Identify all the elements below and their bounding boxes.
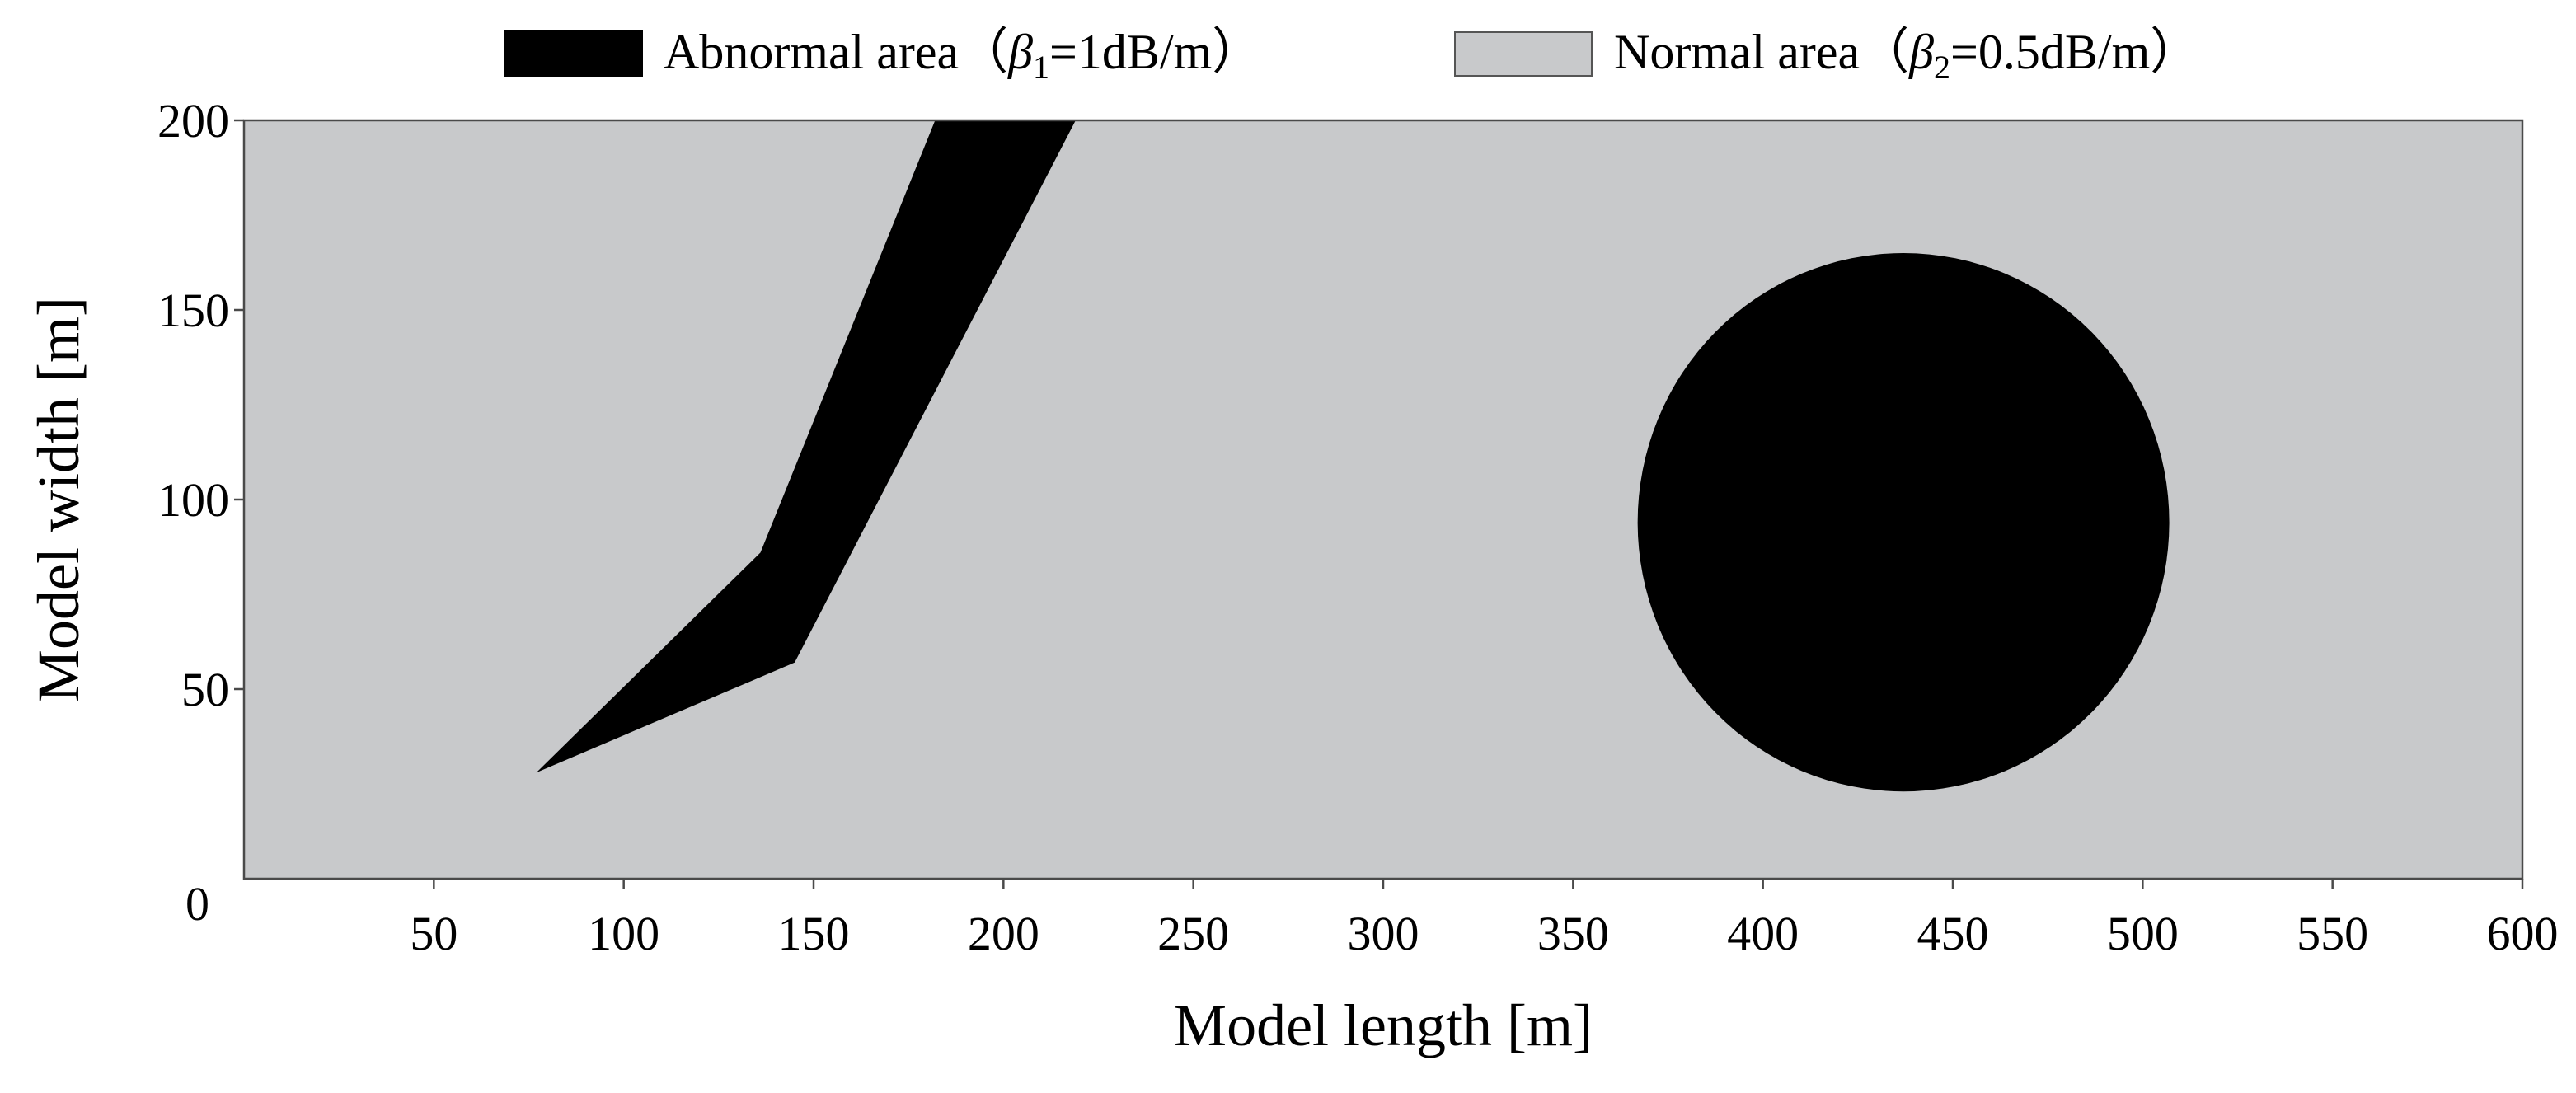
x-tick-label: 200 <box>968 907 1039 960</box>
x-tick-label: 500 <box>2107 907 2179 960</box>
x-tick-label: 350 <box>1537 907 1609 960</box>
legend-label-normal-prefix: Normal area（ <box>1614 25 1909 79</box>
x-tick-label: 600 <box>2487 907 2559 960</box>
legend-swatch-abnormal-area <box>504 30 643 77</box>
x-tick-label: 400 <box>1727 907 1799 960</box>
legend-label-normal-suffix: =0.5dB/m） <box>1950 25 2199 79</box>
legend-label-normal-symbol: β <box>1908 25 1934 79</box>
y-axis-title: Model width [m] <box>26 297 91 702</box>
legend-label-abnormal-suffix: =1dB/m） <box>1049 25 1261 79</box>
y-tick-label: 50 <box>181 663 229 716</box>
y-tick-label: 150 <box>157 284 229 337</box>
y-tick-label: 100 <box>157 473 229 527</box>
legend-label-abnormal-prefix: Abnormal area（ <box>664 25 1008 79</box>
abnormal-region-circle <box>1637 252 2170 792</box>
legend-swatch-normal-area <box>1454 31 1593 77</box>
normal-area-background <box>244 120 2522 879</box>
x-tick-label: 250 <box>1157 907 1229 960</box>
y-tick-label: 200 <box>157 94 229 148</box>
x-tick-label: 300 <box>1348 907 1419 960</box>
x-axis-title: Model length [m] <box>1174 992 1593 1058</box>
x-tick-label: 100 <box>588 907 659 960</box>
axes: 50 100 150 200 250 300 350 400 450 500 550 600 0 50 10… <box>26 94 2559 1058</box>
legend: Abnormal area（β1=1dB/m） Normal area（β2=0… <box>504 25 2199 86</box>
x-tick-label: 550 <box>2297 907 2368 960</box>
x-tick-label: 450 <box>1917 907 1989 960</box>
x-tick-label: 50 <box>410 907 457 960</box>
legend-label-normal-subscript: 2 <box>1934 49 1950 86</box>
legend-label-abnormal-symbol: β <box>1007 25 1033 79</box>
abnormal-region-polygon <box>536 120 1076 773</box>
x-tick-label: 150 <box>778 907 850 960</box>
legend-label-normal-area: Normal area（β2=0.5dB/m） <box>1614 25 2199 86</box>
legend-label-abnormal-area: Abnormal area（β1=1dB/m） <box>664 25 1261 86</box>
plot-area <box>244 120 2522 879</box>
legend-label-abnormal-subscript: 1 <box>1033 49 1049 86</box>
origin-tick-label: 0 <box>185 877 209 931</box>
